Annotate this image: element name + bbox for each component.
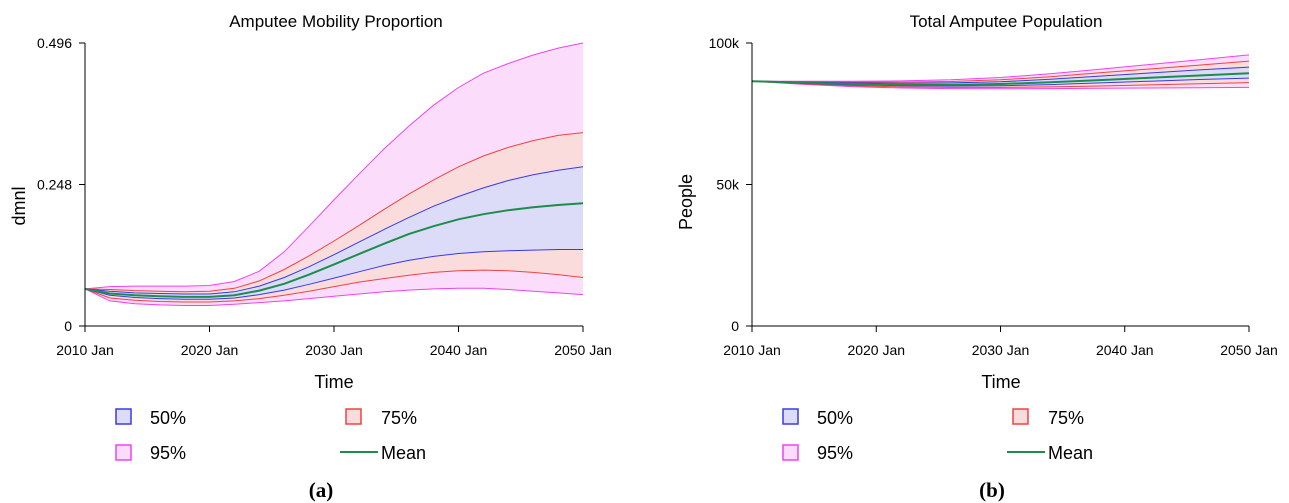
x-tick-label: 2030 Jan — [305, 342, 363, 358]
chart-b-y-axis-label: People — [676, 174, 696, 230]
legend-swatch-75 — [1012, 408, 1029, 425]
chart-b-bands — [752, 54, 1249, 89]
band-50-fill — [752, 67, 1249, 86]
band-95-upper-line — [84, 42, 584, 290]
chart-a-lines — [84, 42, 584, 306]
legend-swatch-95 — [782, 444, 799, 461]
y-tick-label: 0 — [64, 318, 72, 334]
x-tick-label: 2020 Jan — [847, 342, 905, 358]
x-tick-label: 2010 Jan — [723, 342, 781, 358]
band-75-fill — [85, 132, 583, 302]
legend-item-mean: Mean — [1007, 443, 1093, 463]
chart-a-amputee-mobility-proportion: Amputee Mobility Proportion 2010 Jan 2020… — [9, 12, 612, 502]
legend-label-mean: Mean — [1048, 443, 1093, 463]
band-50-lower-line — [84, 249, 583, 300]
legend-label-75: 75% — [381, 408, 417, 428]
mean-line — [84, 202, 584, 298]
y-tick-label: 0 — [731, 318, 739, 334]
y-tick-label: 0.248 — [37, 177, 72, 193]
legend-item-75: 75% — [1012, 408, 1084, 428]
chart-b-total-amputee-population: Total Amputee Population 2010 Jan 2020 Ja… — [676, 12, 1278, 502]
y-tick-label: 50k — [716, 177, 740, 193]
band-95-lower-line — [84, 287, 584, 306]
legend-label-mean: Mean — [381, 443, 426, 463]
x-tick-label: 2010 Jan — [56, 342, 114, 358]
chart-b-legend: 50% 75% 95% Mean — [782, 408, 1093, 463]
band-75-upper-line — [751, 60, 1250, 83]
chart-b-x-ticks: 2010 Jan 2020 Jan 2030 Jan 2040 Jan 2050 Jan — [723, 326, 1278, 358]
band-50-upper-line — [84, 166, 584, 295]
y-tick-label: 0.496 — [37, 35, 72, 51]
x-tick-label: 2050 Jan — [1220, 342, 1278, 358]
panel-a-label: (a) — [309, 478, 334, 502]
x-tick-label: 2020 Jan — [181, 342, 239, 358]
x-tick-label: 2050 Jan — [554, 342, 612, 358]
panel-b-label: (b) — [979, 478, 1005, 502]
chart-a-x-ticks: 2010 Jan 2020 Jan 2030 Jan 2040 Jan 2050 Jan — [56, 326, 612, 358]
legend-item-75: 75% — [345, 408, 417, 428]
chart-b-x-axis-label: Time — [981, 372, 1020, 392]
legend-item-50: 50% — [115, 408, 186, 428]
legend-item-50: 50% — [782, 408, 853, 428]
chart-a-x-axis-label: Time — [314, 372, 353, 392]
band-75-upper-line — [84, 132, 584, 293]
chart-a-bands — [85, 43, 583, 306]
legend-swatch-50 — [782, 408, 799, 425]
x-tick-label: 2030 Jan — [972, 342, 1030, 358]
legend-label-50: 50% — [150, 408, 186, 428]
chart-a-y-ticks: 0 0.248 0.496 — [37, 35, 85, 334]
legend-item-95: 95% — [782, 443, 853, 463]
legend-swatch-95 — [115, 444, 132, 461]
chart-b-y-ticks: 0 50k 100k — [709, 35, 752, 334]
legend-item-mean: Mean — [340, 443, 426, 463]
band-95-upper-line — [752, 54, 1250, 82]
legend-label-75: 75% — [1048, 408, 1084, 428]
x-tick-label: 2040 Jan — [430, 342, 488, 358]
mean-line — [751, 72, 1250, 86]
legend-label-95: 95% — [817, 443, 853, 463]
legend-label-95: 95% — [150, 443, 186, 463]
chart-a-title: Amputee Mobility Proportion — [229, 12, 443, 31]
band-75-lower-line — [84, 269, 584, 303]
x-tick-label: 2040 Jan — [1096, 342, 1154, 358]
legend-label-50: 50% — [817, 408, 853, 428]
chart-a-legend: 50% 75% 95% Mean — [115, 408, 426, 463]
legend-swatch-75 — [345, 408, 362, 425]
band-50-fill — [85, 166, 583, 300]
chart-b-title: Total Amputee Population — [910, 12, 1103, 31]
legend-item-95: 95% — [115, 443, 186, 463]
band-75-lower-line — [751, 80, 1250, 88]
chart-b-lines — [751, 54, 1250, 90]
chart-a-y-axis-label: dmnl — [9, 186, 29, 225]
y-tick-label: 100k — [709, 35, 740, 51]
legend-swatch-50 — [115, 408, 132, 425]
band-95-lower-line — [751, 80, 1250, 90]
